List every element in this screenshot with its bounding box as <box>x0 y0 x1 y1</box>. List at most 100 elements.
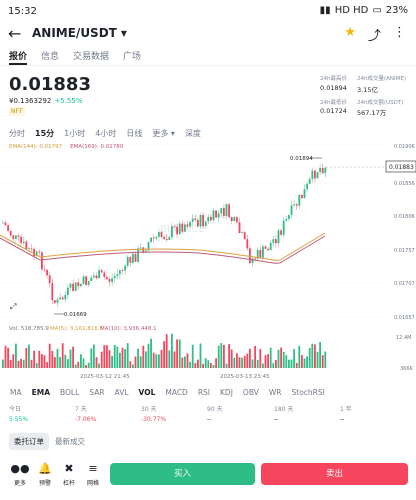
y-tick-label: 0.01906 <box>394 144 415 150</box>
stat-low-value: 0.01724 <box>320 107 347 115</box>
network-label: HD HD <box>334 5 369 16</box>
vol-axis-top: 12.4M <box>396 335 411 341</box>
interval-depth[interactable]: 深度 <box>184 129 201 138</box>
vol-axis-bottom: 366K <box>400 366 414 372</box>
indicator-bar: MA EMA BOLL SAR AVL VOL MACD RSI KDJ OBV… <box>0 385 416 399</box>
interval-more[interactable]: 更多 ▾ <box>152 129 175 138</box>
sell-button[interactable]: 卖出 <box>261 463 408 485</box>
interval-1h[interactable]: 1小时 <box>64 129 86 138</box>
grid-icon: ≡ <box>88 462 98 475</box>
battery-percent: 23% <box>385 5 408 16</box>
tab-quote[interactable]: 报价 <box>9 46 28 65</box>
ema144-label: EMA(144): 0.01797 <box>9 144 63 150</box>
kline-chart[interactable]: BINANCE 0.019060.018560.018060.017570.01… <box>0 140 416 380</box>
bell-icon: 🔔 <box>38 462 52 475</box>
order-tabs: 委托订单 最新成交 <box>9 433 85 450</box>
share-icon[interactable]: ⤴ <box>367 29 381 44</box>
stat-volume-label: 24h成交量(ANIME) <box>357 76 406 82</box>
indicator-vol[interactable]: VOL <box>138 387 156 397</box>
indicator-wr[interactable]: WR <box>268 387 282 397</box>
candles <box>2 163 327 307</box>
perf-30d: 30 天 -30.77% <box>141 406 167 423</box>
buy-button[interactable]: 买入 <box>110 463 255 485</box>
y-axis-ticks: 0.01906 0.01856 0.01806 0.01757 0.01707 0.016… <box>394 144 415 321</box>
status-icons: ▮▮ HD HD ▭ 23% <box>320 5 408 16</box>
y-tick-label: 0.01856 <box>394 181 415 187</box>
vol-ma10-label: MA(10): 3,936,448.1 <box>100 326 157 332</box>
y-tick-label: 0.01806 <box>394 214 415 220</box>
current-price-label: 0.01883 <box>389 164 414 171</box>
volume-bars <box>2 333 327 368</box>
vol-label: Vol: 518,785.9 <box>9 326 49 332</box>
ema144-line <box>0 232 326 261</box>
tab-open-orders[interactable]: 委托订单 <box>9 433 49 450</box>
indicator-obv[interactable]: OBV <box>242 387 259 397</box>
y-tick-label: 0.01757 <box>394 248 415 254</box>
indicator-avl[interactable]: AVL <box>114 387 129 397</box>
stat-low-label: 24h最低价 <box>320 100 347 106</box>
more-button[interactable]: ●● 更多 <box>8 462 32 487</box>
indicator-macd[interactable]: MACD <box>165 387 188 397</box>
indicator-stochrsi[interactable]: StochRSI <box>291 387 325 397</box>
stat-high-label: 24h最高价 <box>320 76 347 82</box>
nft-tag[interactable]: NFT <box>9 107 25 116</box>
indicator-ma[interactable]: MA <box>10 387 22 397</box>
perf-today: 今日 5.55% <box>9 406 29 423</box>
current-price-box <box>385 160 416 173</box>
y-tick-label: 0.01707 <box>394 281 415 287</box>
tab-trading-data[interactable]: 交易数据 <box>73 52 110 62</box>
grid-button[interactable]: ≡ 网格 <box>81 462 105 487</box>
last-price: 0.01883 <box>9 74 91 95</box>
y-tick-label: 0.01657 <box>394 315 415 321</box>
x-tick-1: 2025-03-12 21:45 <box>80 374 130 380</box>
interval-15m[interactable]: 15分 <box>35 129 55 138</box>
more-icon[interactable]: ⋮ <box>393 25 406 40</box>
more-dots-icon: ●● <box>10 462 30 475</box>
performance-row: 今日 5.55% 7 天 -7.06% 30 天 -30.77% 90 天 --… <box>0 404 416 426</box>
signal-icon: ▮▮ <box>319 5 331 16</box>
interval-timeline[interactable]: 分时 <box>9 129 25 138</box>
pair-title: ANIME/USDT <box>32 26 117 40</box>
indicator-rsi[interactable]: RSI <box>197 387 211 397</box>
perf-90d: 90 天 -- <box>207 406 223 423</box>
indicator-kdj[interactable]: KDJ <box>220 387 233 397</box>
x-tick-2: 2025-03-13 23:45 <box>220 374 270 380</box>
tab-info[interactable]: 信息 <box>41 52 60 62</box>
pair-selector[interactable]: ANIME/USDT ▾ <box>32 26 127 40</box>
bottom-bar: ●● 更多 🔔 预警 ✖ 杠杆 ≡ 网格 买入 卖出 <box>0 455 416 500</box>
fiat-price: ¥0.1363292 <box>9 97 52 105</box>
fiat-price-row: ¥0.1363292 +5.55% <box>9 97 82 105</box>
ema169-label: EMA(169): 0.01780 <box>70 144 124 150</box>
tab-square[interactable]: 广场 <box>123 52 142 62</box>
kline-chart-svg[interactable]: BINANCE 0.019060.018560.018060.017570.01… <box>0 140 416 380</box>
indicator-sar[interactable]: SAR <box>89 387 105 397</box>
back-arrow-icon[interactable]: ← <box>8 24 22 43</box>
ema169-line <box>0 235 326 264</box>
star-icon[interactable]: ★ <box>344 25 356 40</box>
status-bar: 15:32 ▮▮ HD HD ▭ 23% <box>0 0 416 22</box>
indicator-ema[interactable]: EMA <box>31 387 51 397</box>
margin-button[interactable]: ✖ 杠杆 <box>57 462 81 487</box>
interval-1d[interactable]: 日线 <box>126 129 143 138</box>
chevron-down-icon: ▾ <box>120 26 127 40</box>
battery-icon: ▭ <box>372 5 382 16</box>
ema-legend: EMA(144): 0.01797 EMA(169): 0.01780 <box>9 144 123 150</box>
alert-button[interactable]: 🔔 预警 <box>33 462 57 487</box>
header: ← ANIME/USDT ▾ ★ ⤴ ⋮ <box>0 22 416 46</box>
vol-ma5-label: MA(5): 3,161,816.5 <box>50 326 104 332</box>
status-time: 15:32 <box>8 6 37 17</box>
indicator-boll[interactable]: BOLL <box>60 387 80 397</box>
stat-volume-value: 3.15亿 <box>357 86 378 94</box>
header-actions: ★ ⤴ ⋮ <box>344 25 406 44</box>
interval-4h[interactable]: 4小时 <box>95 129 117 138</box>
price-change: +5.55% <box>54 97 83 105</box>
stat-turnover-label: 24h成交额(USDT) <box>357 100 404 106</box>
perf-180d: 180 天 -- <box>274 406 294 423</box>
tab-latest-trades[interactable]: 最新成交 <box>55 437 85 446</box>
perf-1y: 1 年 -- <box>340 406 352 423</box>
expand-icon[interactable]: ⤢ <box>9 302 16 311</box>
high-marker: 0.01894 <box>290 156 313 162</box>
stat-turnover-value: 567.17万 <box>357 109 387 117</box>
top-tabs: 报价 信息 交易数据 广场 <box>0 46 416 66</box>
leverage-icon: ✖ <box>64 462 74 475</box>
